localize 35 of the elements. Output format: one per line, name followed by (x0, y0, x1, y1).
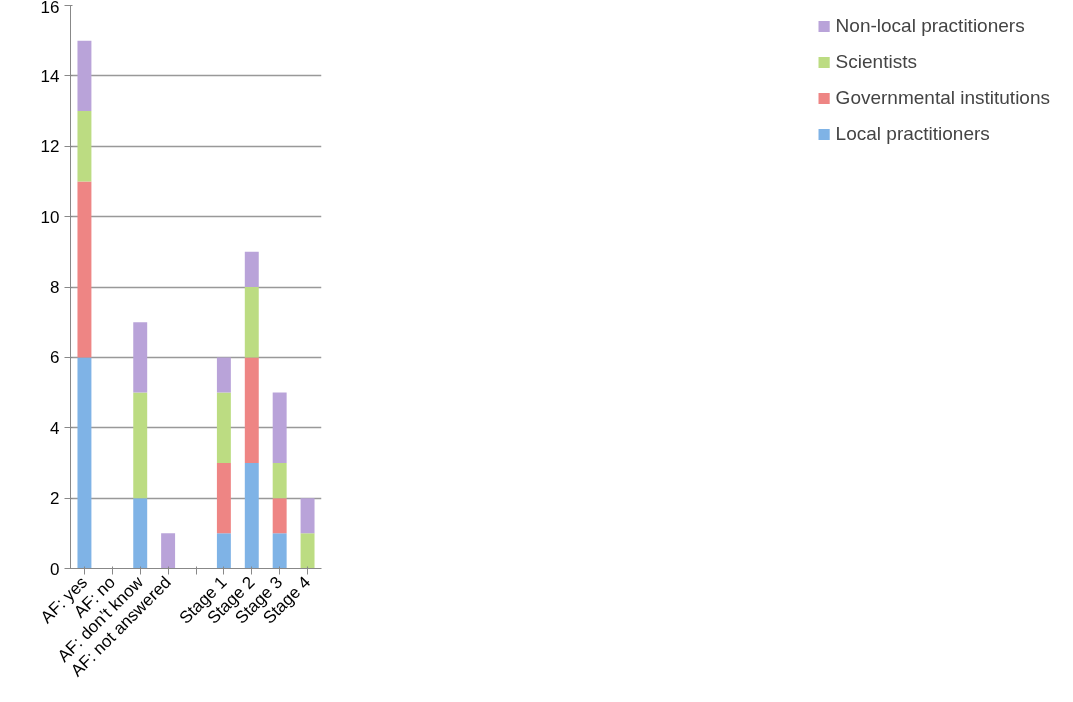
y-tick-label: 2 (50, 489, 60, 509)
legend-label: Governmental institutions (835, 87, 1050, 109)
y-tick-label: 6 (50, 348, 60, 368)
bar (161, 533, 176, 569)
bar (216, 392, 231, 463)
bar (77, 357, 92, 569)
bar (77, 40, 92, 112)
bar (272, 462, 287, 499)
bar (77, 111, 92, 182)
y-tick-label: 4 (50, 418, 60, 438)
y-tick-label: 0 (50, 559, 60, 579)
bar (244, 251, 259, 287)
bar (244, 462, 259, 569)
bar (216, 462, 231, 534)
bar (272, 533, 287, 569)
legend-label: Non-local practitioners (835, 15, 1025, 37)
y-tick-label: 12 (40, 137, 60, 157)
bar (300, 498, 315, 534)
y-tick-label: 14 (40, 66, 60, 86)
bar (244, 287, 259, 358)
legend-label: Local practitioners (835, 123, 990, 145)
bar (133, 322, 148, 393)
bar (216, 533, 231, 569)
bar (244, 357, 259, 463)
bar (300, 533, 315, 569)
bar (216, 357, 231, 393)
legend-label: Scientists (835, 51, 917, 73)
bar (133, 392, 148, 499)
y-tick-label: 10 (40, 207, 60, 227)
bar (272, 392, 287, 463)
bar (272, 498, 287, 534)
bar (77, 181, 92, 358)
bar (133, 498, 148, 569)
y-tick-label: 16 (40, 0, 60, 17)
y-tick-label: 8 (50, 278, 60, 297)
